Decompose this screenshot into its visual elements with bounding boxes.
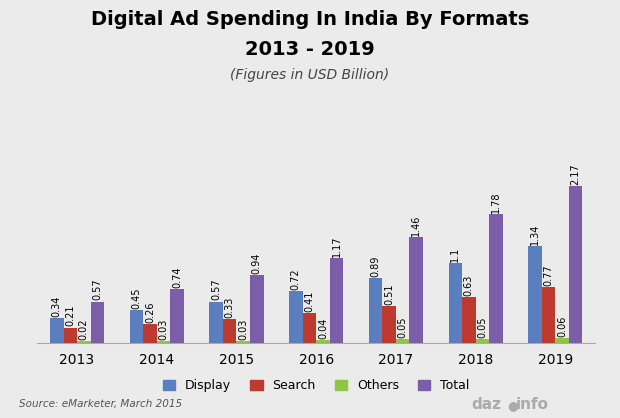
Bar [303,313,316,343]
Bar [369,278,383,343]
Bar [556,339,569,343]
Text: 0.74: 0.74 [172,267,182,288]
Text: Digital Ad Spending In India By Formats: Digital Ad Spending In India By Formats [91,10,529,29]
Bar [383,306,396,343]
Text: 0.04: 0.04 [318,317,328,339]
Text: 0.02: 0.02 [79,319,89,340]
Bar [409,237,423,343]
Text: 0.41: 0.41 [304,291,314,312]
Bar [528,246,542,343]
Bar [50,318,63,343]
Bar [330,258,343,343]
Bar [569,186,582,343]
Text: 0.03: 0.03 [159,318,169,339]
Text: 0.57: 0.57 [92,279,102,301]
Text: 1.34: 1.34 [530,223,540,245]
Text: Source: eMarketer, March 2015: Source: eMarketer, March 2015 [19,399,182,409]
Text: 1.78: 1.78 [491,191,501,213]
Bar [63,328,77,343]
Bar [316,340,330,343]
Legend: Display, Search, Others, Total: Display, Search, Others, Total [162,379,470,392]
Bar [289,291,303,343]
Bar [448,263,462,343]
Bar [77,342,91,343]
Text: 0.72: 0.72 [291,268,301,290]
Bar [157,341,171,343]
Text: 0.94: 0.94 [252,252,262,274]
Text: 0.77: 0.77 [544,264,554,286]
Bar [396,339,409,343]
Text: 0.26: 0.26 [145,301,155,323]
Text: 0.51: 0.51 [384,283,394,305]
Bar [236,341,250,343]
Bar [170,289,184,343]
Text: 0.45: 0.45 [131,288,141,309]
Bar [143,324,157,343]
Text: 0.33: 0.33 [224,296,235,318]
Text: 2.17: 2.17 [570,163,581,185]
Text: info: info [516,397,549,412]
Text: 0.03: 0.03 [238,318,248,339]
Text: 0.57: 0.57 [211,279,221,301]
Text: 1.1: 1.1 [450,247,460,262]
Text: 1.46: 1.46 [411,215,421,236]
Text: daz: daz [471,397,501,412]
Bar [130,310,143,343]
Text: 0.05: 0.05 [477,316,487,338]
Text: 0.89: 0.89 [371,256,381,277]
Text: 0.63: 0.63 [464,275,474,296]
Bar [476,339,489,343]
Text: 0.21: 0.21 [65,305,75,326]
Bar [250,275,264,343]
Text: (Figures in USD Billion): (Figures in USD Billion) [231,68,389,82]
Text: 0.05: 0.05 [397,316,408,338]
Bar [210,301,223,343]
Bar [223,319,236,343]
Bar [462,297,476,343]
Bar [489,214,503,343]
Text: ●: ● [507,399,518,412]
Text: 0.34: 0.34 [51,296,62,317]
Text: 0.06: 0.06 [557,316,567,337]
Text: 1.17: 1.17 [332,235,342,257]
Bar [91,301,104,343]
Bar [542,287,556,343]
Text: 2013 - 2019: 2013 - 2019 [245,40,375,59]
